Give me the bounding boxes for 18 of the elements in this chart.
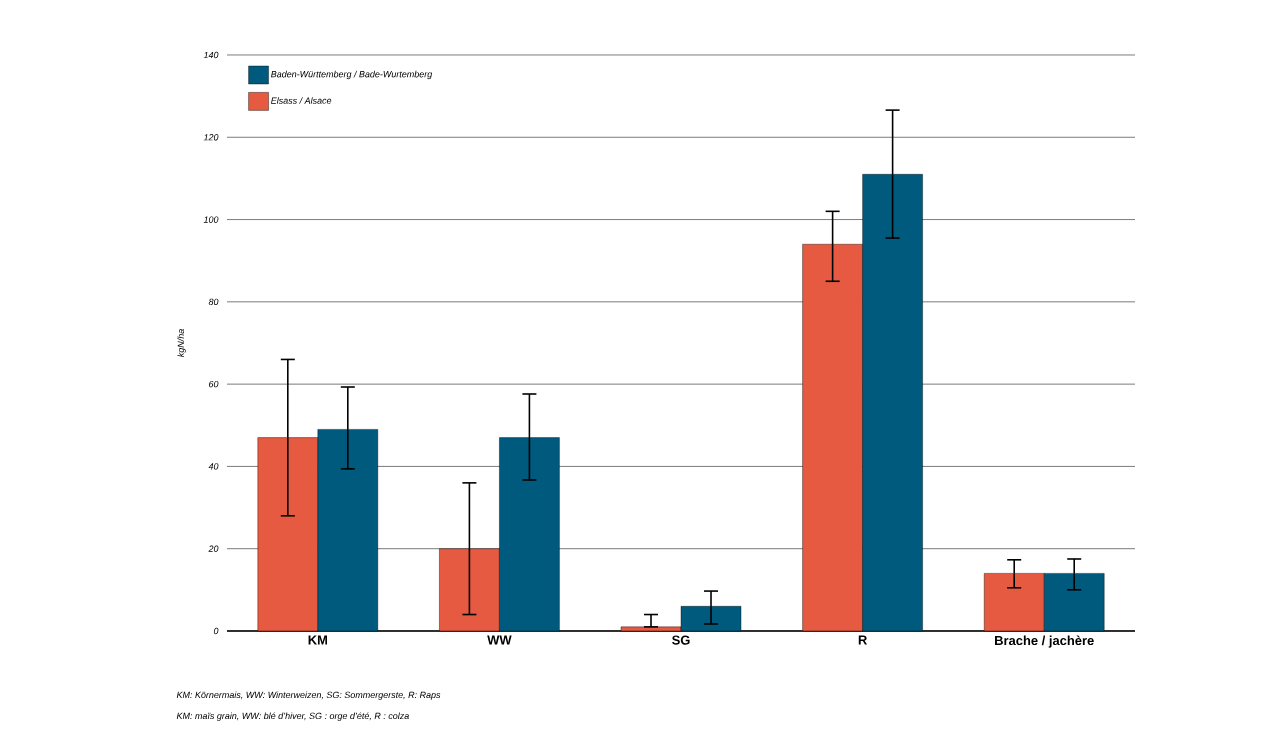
text: KM: maïs grain, WW: blé d’hiver, SG : orge d’été, R : colza (176, 712, 409, 721)
y-tick-label: 100 (203, 216, 219, 223)
y-tick-label: 80 (208, 298, 219, 306)
x-tick-label: WW (487, 635, 512, 645)
x-tick-label: R (858, 635, 868, 645)
y-tick-label: 120 (203, 134, 219, 141)
x-tick-label: KM (308, 635, 328, 645)
legend-label: Baden-Württemberg / Bade-Wurtemberg (271, 70, 433, 80)
y-axis-title: kgN/ha (177, 329, 186, 358)
y-tick-label: 60 (209, 380, 219, 388)
y-tick-label: 140 (203, 51, 219, 59)
y-tick-label: 0 (213, 627, 219, 635)
x-tick-label: SG (672, 635, 690, 645)
x-tick-label: Brache / jachère (995, 635, 1094, 648)
text: KM: Körnermais, WW: Winterweizen, SG: Sommergerste, R: Raps (176, 691, 441, 700)
y-tick-label: 20 (208, 545, 219, 552)
y-tick-label: 40 (208, 463, 219, 470)
legend-label: Elsass / Alsace (271, 97, 332, 104)
